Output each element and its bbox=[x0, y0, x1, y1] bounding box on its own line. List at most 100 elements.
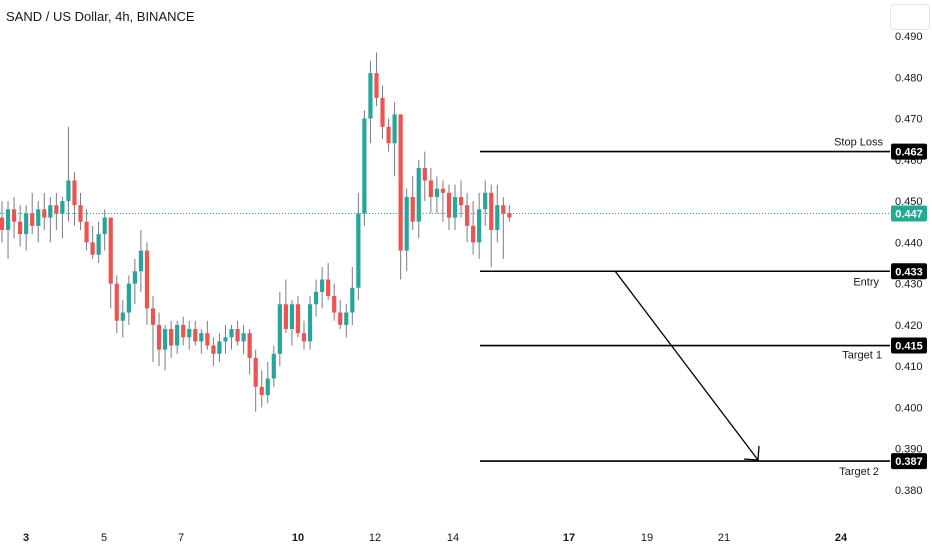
candle-body bbox=[42, 209, 47, 218]
price-tag-stop-loss-text: 0.462 bbox=[895, 147, 923, 159]
level-label-target-2: Target 2 bbox=[839, 466, 879, 478]
y-tick-label: 0.430 bbox=[895, 279, 923, 291]
x-tick-label: 21 bbox=[718, 532, 730, 544]
candle-body bbox=[404, 196, 409, 251]
candle-body bbox=[428, 180, 433, 197]
candle-body bbox=[356, 213, 361, 288]
candle-body bbox=[380, 97, 385, 127]
candle-body bbox=[271, 353, 276, 379]
candle-body bbox=[301, 333, 307, 342]
candle-body bbox=[120, 312, 125, 321]
y-tick-label: 0.420 bbox=[895, 320, 923, 332]
candle-body bbox=[138, 250, 144, 272]
candle-body bbox=[181, 324, 186, 338]
candle-body bbox=[265, 378, 270, 396]
candle-body bbox=[477, 209, 482, 243]
candle-body bbox=[495, 205, 500, 230]
candle-body bbox=[235, 329, 240, 342]
candle-body bbox=[24, 213, 29, 235]
candle-body bbox=[84, 221, 89, 243]
candle-body bbox=[66, 180, 71, 202]
projection-arrow-line bbox=[614, 270, 759, 461]
price-tag-entry-text: 0.433 bbox=[895, 266, 923, 278]
y-tick-label: 0.440 bbox=[895, 237, 923, 249]
candle-body bbox=[169, 329, 174, 346]
y-axis: 0.4900.4800.4700.4600.4500.4400.4300.420… bbox=[895, 31, 923, 497]
candle-body bbox=[90, 242, 95, 255]
candle-body bbox=[440, 188, 446, 193]
candle-body bbox=[241, 333, 246, 342]
candle-body bbox=[162, 329, 168, 350]
projection-arrow bbox=[614, 270, 760, 461]
candle-body bbox=[464, 205, 470, 226]
x-tick-label: 19 bbox=[641, 532, 653, 544]
x-tick-label: 24 bbox=[835, 532, 848, 544]
candle-body bbox=[102, 217, 107, 235]
candle-body bbox=[452, 196, 458, 218]
candle-body bbox=[398, 114, 403, 251]
candle-body bbox=[0, 217, 5, 230]
price-tag-current-box bbox=[891, 205, 927, 222]
candle-body bbox=[422, 168, 427, 181]
candle-body bbox=[386, 126, 391, 144]
candle-body bbox=[313, 291, 319, 305]
y-tick-label: 0.480 bbox=[895, 72, 923, 84]
candle-body bbox=[211, 345, 216, 354]
price-tag-entry-box bbox=[891, 263, 927, 280]
candle-body bbox=[11, 209, 17, 222]
candle-body bbox=[283, 304, 288, 330]
candle-body bbox=[374, 73, 379, 98]
candle-body bbox=[18, 221, 23, 235]
price-tag-stop-loss-box bbox=[891, 143, 927, 160]
level-label-entry: Entry bbox=[853, 276, 879, 288]
level-label-stop-loss: Stop Loss bbox=[834, 137, 883, 149]
candle-body bbox=[501, 205, 506, 214]
price-tag-current-text: 0.447 bbox=[895, 208, 923, 220]
candle-body bbox=[144, 250, 150, 309]
x-axis: 3 5 7 10 12 14 17 19 21 24 bbox=[23, 532, 848, 544]
candle-body bbox=[253, 357, 258, 387]
y-tick-label: 0.380 bbox=[895, 485, 923, 497]
candle-body bbox=[96, 234, 101, 255]
candle-body bbox=[114, 283, 119, 321]
candle-body bbox=[48, 205, 53, 218]
x-tick-label: 17 bbox=[563, 532, 575, 544]
candle-body bbox=[156, 324, 162, 350]
y-tick-label: 0.400 bbox=[895, 402, 923, 414]
candle-body bbox=[392, 114, 397, 144]
projection-arrow-head bbox=[743, 445, 760, 461]
candle-body bbox=[320, 279, 325, 292]
y-tick-label: 0.410 bbox=[895, 361, 923, 373]
candle-body bbox=[458, 196, 464, 206]
candle-body bbox=[54, 205, 59, 214]
y-tick-label: 0.490 bbox=[895, 31, 923, 43]
y-tick-label: 0.470 bbox=[895, 114, 923, 126]
candle-body bbox=[199, 333, 204, 342]
candle-body bbox=[72, 180, 77, 206]
price-tags: 0.462 0.433 0.415 0.387 0.447 bbox=[891, 143, 927, 470]
y-tick-label: 0.390 bbox=[895, 444, 923, 456]
price-tag-target-1-box bbox=[891, 337, 927, 354]
candle-body bbox=[217, 341, 222, 354]
x-tick-label: 7 bbox=[178, 532, 184, 544]
candle-body bbox=[471, 225, 476, 243]
candle-body bbox=[150, 308, 156, 325]
candle-body bbox=[5, 209, 11, 230]
candle-body bbox=[277, 304, 282, 354]
candle-body bbox=[307, 304, 313, 342]
x-tick-label: 3 bbox=[23, 532, 29, 544]
chart-title: SAND / US Dollar, 4h, BINANCE bbox=[6, 9, 195, 24]
candle-body bbox=[434, 188, 439, 197]
candle-body bbox=[344, 312, 349, 325]
chart-settings-button[interactable] bbox=[890, 4, 930, 30]
candle-body bbox=[507, 213, 512, 218]
candle-body bbox=[223, 337, 228, 342]
x-tick-label: 14 bbox=[447, 532, 459, 544]
candles-layer bbox=[0, 52, 512, 412]
level-label-target-1: Target 1 bbox=[842, 350, 882, 362]
x-tick-label: 10 bbox=[292, 532, 304, 544]
candle-body bbox=[410, 196, 415, 222]
candle-body bbox=[187, 329, 192, 338]
candle-body bbox=[416, 168, 421, 222]
